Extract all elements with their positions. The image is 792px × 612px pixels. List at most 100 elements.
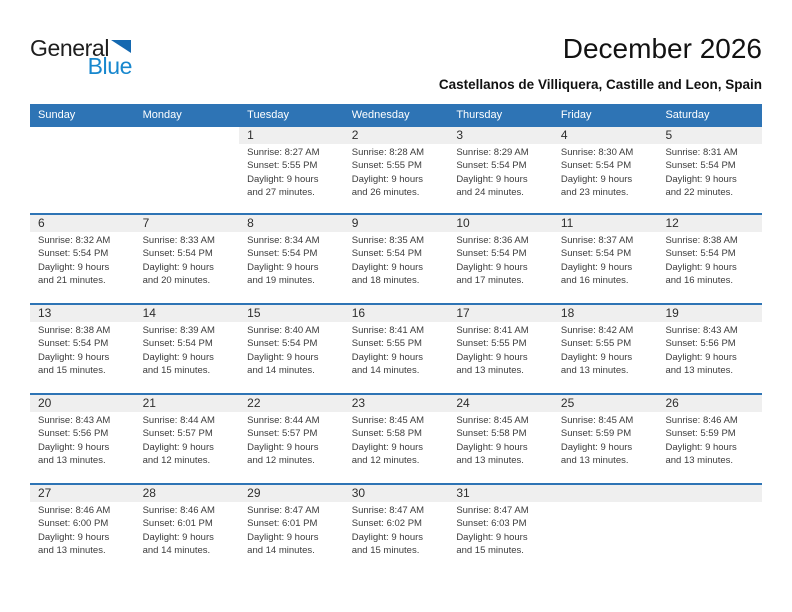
day-details: Sunrise: 8:29 AM Sunset: 5:54 PM Daylight:… — [448, 144, 553, 200]
daylight-line-2: and 26 minutes. — [351, 187, 420, 199]
sunset-line: Sunset: 5:54 PM — [456, 160, 527, 172]
day-details: Sunrise: 8:45 AM Sunset: 5:59 PM Daylight:… — [553, 412, 658, 468]
day-number: 6 — [30, 215, 135, 232]
daylight-line-1: Daylight: 9 hours — [665, 351, 737, 363]
daylight-line-2: and 22 minutes. — [665, 187, 734, 199]
empty-cell — [552, 485, 658, 573]
day-number: 21 — [134, 395, 240, 412]
day-details: Sunrise: 8:36 AM Sunset: 5:54 PM Daylight:… — [448, 232, 553, 288]
sunset-line: Sunset: 5:54 PM — [38, 338, 109, 350]
daylight-line-1: Daylight: 9 hours — [560, 351, 633, 363]
daylight-line-2: and 14 minutes. — [142, 545, 211, 557]
daylight-line-2: and 18 minutes. — [351, 275, 420, 287]
sunset-line: Sunset: 5:54 PM — [665, 248, 736, 260]
weekday-header-saturday: Saturday — [665, 109, 710, 121]
weekday-header-tuesday: Tuesday — [247, 109, 289, 121]
day-number: 25 — [552, 395, 658, 412]
daylight-line-1: Daylight: 9 hours — [351, 261, 424, 273]
daylight-line-1: Daylight: 9 hours — [247, 261, 319, 273]
daylight-line-2: and 21 minutes. — [38, 275, 106, 287]
calendar-weeks: 1 Sunrise: 8:27 AM Sunset: 5:55 PM Daylight… — [30, 127, 763, 573]
daylight-line-2: and 13 minutes. — [560, 365, 629, 377]
day-cell-15: 15 Sunrise: 8:40 AM Sunset: 5:54 PM Dayligh… — [239, 305, 344, 393]
day-cell-7: 7 Sunrise: 8:33 AM Sunset: 5:54 PM Daylight… — [134, 215, 240, 303]
day-details: Sunrise: 8:46 AM Sunset: 5:59 PM Daylight:… — [657, 412, 762, 468]
daylight-line-2: and 16 minutes. — [665, 275, 734, 287]
sunrise-line: Sunrise: 8:44 AM — [247, 415, 320, 426]
daylight-line-1: Daylight: 9 hours — [560, 441, 633, 453]
daylight-line-1: Daylight: 9 hours — [142, 351, 214, 363]
day-cell-9: 9 Sunrise: 8:35 AM Sunset: 5:54 PM Daylight… — [343, 215, 449, 303]
daylight-line-2: and 15 minutes. — [38, 365, 106, 377]
day-cell-12: 12 Sunrise: 8:38 AM Sunset: 5:54 PM Dayligh… — [657, 215, 763, 303]
sunset-line: Sunset: 5:56 PM — [38, 428, 109, 440]
day-cell-2: 2 Sunrise: 8:28 AM Sunset: 5:55 PM Daylight… — [343, 127, 449, 213]
day-cell-8: 8 Sunrise: 8:34 AM Sunset: 5:54 PM Daylight… — [239, 215, 344, 303]
day-details: Sunrise: 8:38 AM Sunset: 5:54 PM Daylight:… — [30, 322, 135, 378]
day-cell-25: 25 Sunrise: 8:45 AM Sunset: 5:59 PM Dayligh… — [552, 395, 658, 483]
day-details: Sunrise: 8:44 AM Sunset: 5:57 PM Daylight:… — [239, 412, 344, 468]
daylight-line-1: Daylight: 9 hours — [456, 173, 528, 185]
sunset-line: Sunset: 6:02 PM — [351, 518, 422, 530]
sunset-line: Sunset: 5:57 PM — [247, 428, 318, 440]
day-number: 2 — [343, 127, 449, 144]
day-details: Sunrise: 8:28 AM Sunset: 5:55 PM Daylight:… — [344, 144, 449, 200]
daylight-line-2: and 12 minutes. — [351, 455, 420, 467]
day-number: 1 — [239, 127, 344, 144]
day-details: Sunrise: 8:44 AM Sunset: 5:57 PM Daylight:… — [135, 412, 240, 468]
day-number: 13 — [30, 305, 135, 322]
day-number: 31 — [448, 485, 553, 502]
day-number: 14 — [134, 305, 240, 322]
day-cell-17: 17 Sunrise: 8:41 AM Sunset: 5:55 PM Dayligh… — [448, 305, 553, 393]
daylight-line-2: and 17 minutes. — [456, 275, 524, 287]
day-cell-19: 19 Sunrise: 8:43 AM Sunset: 5:56 PM Dayligh… — [657, 305, 763, 393]
daylight-line-1: Daylight: 9 hours — [247, 441, 319, 453]
sunrise-line: Sunrise: 8:47 AM — [247, 505, 320, 516]
daylight-line-2: and 13 minutes. — [456, 365, 524, 377]
sunrise-line: Sunrise: 8:47 AM — [351, 505, 425, 516]
daylight-line-1: Daylight: 9 hours — [38, 441, 110, 453]
daylight-line-2: and 13 minutes. — [665, 365, 734, 377]
daylight-line-1: Daylight: 9 hours — [351, 441, 424, 453]
daylight-line-2: and 13 minutes. — [665, 455, 734, 467]
daylight-line-1: Daylight: 9 hours — [247, 531, 319, 543]
day-number: 12 — [657, 215, 763, 232]
sunset-line: Sunset: 5:56 PM — [665, 338, 736, 350]
daylight-line-2: and 15 minutes. — [456, 545, 524, 557]
sunrise-line: Sunrise: 8:46 AM — [665, 415, 738, 426]
day-cell-31: 31 Sunrise: 8:47 AM Sunset: 6:03 PM Dayligh… — [448, 485, 553, 573]
day-number: 9 — [343, 215, 449, 232]
day-number: 10 — [448, 215, 553, 232]
daylight-line-1: Daylight: 9 hours — [351, 351, 424, 363]
sunset-line: Sunset: 5:54 PM — [247, 338, 318, 350]
week-row-2: 6 Sunrise: 8:32 AM Sunset: 5:54 PM Daylight… — [30, 213, 763, 303]
day-number: 17 — [448, 305, 553, 322]
day-number: 29 — [239, 485, 344, 502]
sunrise-line: Sunrise: 8:38 AM — [665, 235, 738, 246]
sunset-line: Sunset: 5:55 PM — [456, 338, 527, 350]
daylight-line-1: Daylight: 9 hours — [456, 531, 528, 543]
day-number: 7 — [134, 215, 240, 232]
day-cell-21: 21 Sunrise: 8:44 AM Sunset: 5:57 PM Dayligh… — [134, 395, 240, 483]
sunset-line: Sunset: 6:01 PM — [247, 518, 318, 530]
daylight-line-1: Daylight: 9 hours — [351, 531, 424, 543]
daylight-line-1: Daylight: 9 hours — [456, 441, 528, 453]
day-details: Sunrise: 8:35 AM Sunset: 5:54 PM Daylight:… — [344, 232, 449, 288]
daylight-line-1: Daylight: 9 hours — [142, 441, 214, 453]
day-number: 15 — [239, 305, 344, 322]
day-number: 3 — [448, 127, 553, 144]
sunrise-line: Sunrise: 8:36 AM — [456, 235, 529, 246]
daylight-line-2: and 24 minutes. — [456, 187, 524, 199]
day-number: 23 — [343, 395, 449, 412]
day-cell-22: 22 Sunrise: 8:44 AM Sunset: 5:57 PM Dayligh… — [239, 395, 344, 483]
daylight-line-1: Daylight: 9 hours — [560, 261, 633, 273]
sunrise-line: Sunrise: 8:44 AM — [142, 415, 215, 426]
daylight-line-1: Daylight: 9 hours — [38, 261, 110, 273]
day-details: Sunrise: 8:34 AM Sunset: 5:54 PM Daylight:… — [239, 232, 344, 288]
sunset-line: Sunset: 6:00 PM — [38, 518, 109, 530]
day-cell-29: 29 Sunrise: 8:47 AM Sunset: 6:01 PM Dayligh… — [239, 485, 344, 573]
sunrise-line: Sunrise: 8:38 AM — [38, 325, 111, 336]
day-details: Sunrise: 8:39 AM Sunset: 5:54 PM Daylight:… — [135, 322, 240, 378]
sunrise-line: Sunrise: 8:47 AM — [456, 505, 529, 516]
